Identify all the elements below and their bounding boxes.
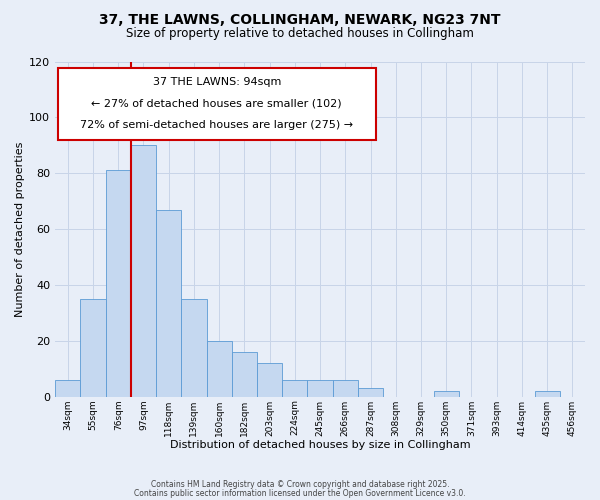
- Bar: [55, 380, 80, 396]
- Text: 37 THE LAWNS: 94sqm: 37 THE LAWNS: 94sqm: [152, 76, 281, 86]
- Y-axis label: Number of detached properties: Number of detached properties: [15, 142, 25, 317]
- Bar: [206, 341, 232, 396]
- Bar: [80, 299, 106, 396]
- Text: Contains public sector information licensed under the Open Government Licence v3: Contains public sector information licen…: [134, 489, 466, 498]
- Text: 37, THE LAWNS, COLLINGHAM, NEWARK, NG23 7NT: 37, THE LAWNS, COLLINGHAM, NEWARK, NG23 …: [99, 12, 501, 26]
- Bar: [232, 352, 257, 397]
- Bar: [257, 363, 282, 396]
- Text: 72% of semi-detached houses are larger (275) →: 72% of semi-detached houses are larger (…: [80, 120, 353, 130]
- Bar: [434, 391, 459, 396]
- Bar: [535, 391, 560, 396]
- Bar: [181, 299, 206, 396]
- Text: Contains HM Land Registry data © Crown copyright and database right 2025.: Contains HM Land Registry data © Crown c…: [151, 480, 449, 489]
- FancyBboxPatch shape: [58, 68, 376, 140]
- Text: Size of property relative to detached houses in Collingham: Size of property relative to detached ho…: [126, 28, 474, 40]
- Bar: [131, 146, 156, 396]
- Bar: [106, 170, 131, 396]
- Bar: [156, 210, 181, 396]
- X-axis label: Distribution of detached houses by size in Collingham: Distribution of detached houses by size …: [170, 440, 470, 450]
- Bar: [307, 380, 332, 396]
- Text: ← 27% of detached houses are smaller (102): ← 27% of detached houses are smaller (10…: [91, 98, 342, 108]
- Bar: [332, 380, 358, 396]
- Bar: [358, 388, 383, 396]
- Bar: [282, 380, 307, 396]
